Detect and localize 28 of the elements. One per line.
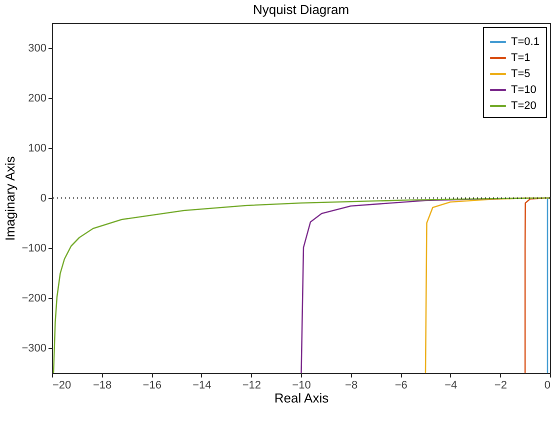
x-tick-label: −4: [444, 380, 458, 392]
line-series: [546, 197, 550, 373]
line-series: [52, 197, 550, 373]
x-tick-label: 0: [544, 380, 550, 392]
y-tick-label: 100: [28, 142, 46, 154]
x-tick-label: −2: [494, 380, 507, 392]
x-tick-label: −8: [345, 380, 358, 392]
x-tick-label: −6: [394, 380, 408, 392]
y-tick-label: 200: [28, 92, 46, 104]
x-tick-label: −14: [192, 380, 212, 392]
y-tick-label: −100: [22, 242, 46, 254]
x-tick-label: −16: [142, 380, 162, 392]
y-axis-title: Imaginary Axis: [2, 156, 18, 241]
chart-title: Nyquist Diagram: [252, 2, 350, 17]
x-tick-label: −20: [52, 380, 72, 392]
x-tick-label: −12: [242, 380, 262, 392]
y-tick-label: −200: [22, 292, 46, 304]
legend-label: T=10: [511, 84, 536, 96]
x-tick-label: −10: [292, 380, 311, 392]
x-tick-label: −18: [92, 380, 112, 392]
y-tick-label: −300: [22, 342, 46, 354]
legend-label: T=20: [511, 100, 536, 112]
legend-label: T=5: [511, 68, 530, 80]
y-tick-label: 0: [40, 192, 46, 204]
y-tick-label: 300: [28, 42, 46, 54]
x-axis-title: Real Axis: [274, 390, 330, 406]
legend-label: T=0.1: [511, 36, 540, 48]
legend-label: T=1: [511, 52, 530, 64]
